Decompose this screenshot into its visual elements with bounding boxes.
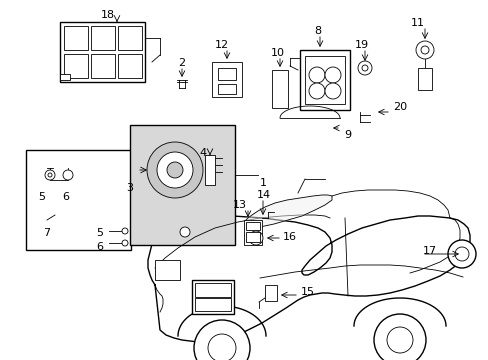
Text: 13: 13 bbox=[232, 200, 246, 210]
Bar bbox=[60, 74, 70, 80]
Circle shape bbox=[207, 334, 236, 360]
Polygon shape bbox=[148, 216, 469, 342]
Bar bbox=[264, 285, 276, 301]
Circle shape bbox=[325, 83, 340, 99]
Text: 2: 2 bbox=[178, 58, 185, 68]
Circle shape bbox=[48, 173, 52, 177]
Bar bbox=[244, 220, 262, 245]
Bar bbox=[271, 70, 287, 108]
Bar bbox=[91, 54, 115, 78]
Bar bbox=[118, 54, 142, 78]
Bar bbox=[64, 54, 88, 78]
Text: 17: 17 bbox=[422, 246, 436, 256]
Bar bbox=[245, 232, 260, 242]
Text: 16: 16 bbox=[283, 232, 296, 242]
Bar bbox=[192, 280, 234, 314]
Text: 5: 5 bbox=[39, 192, 45, 202]
Circle shape bbox=[325, 67, 340, 83]
Polygon shape bbox=[244, 195, 331, 227]
Bar bbox=[195, 283, 230, 297]
Circle shape bbox=[415, 41, 433, 59]
Circle shape bbox=[63, 170, 73, 180]
Text: 7: 7 bbox=[43, 228, 50, 238]
Text: 18: 18 bbox=[101, 10, 115, 20]
Bar bbox=[204, 155, 215, 185]
Bar bbox=[218, 68, 236, 80]
Bar bbox=[417, 68, 431, 90]
Bar bbox=[212, 62, 242, 97]
Circle shape bbox=[167, 162, 183, 178]
Text: 10: 10 bbox=[270, 48, 285, 58]
Bar bbox=[195, 298, 230, 311]
Circle shape bbox=[454, 247, 468, 261]
Circle shape bbox=[122, 240, 128, 246]
Text: 14: 14 bbox=[256, 190, 270, 200]
Circle shape bbox=[373, 314, 425, 360]
Circle shape bbox=[420, 46, 428, 54]
Circle shape bbox=[180, 227, 190, 237]
Text: 8: 8 bbox=[314, 26, 321, 36]
Bar bbox=[130, 125, 235, 245]
Bar bbox=[26, 150, 131, 250]
Bar bbox=[91, 26, 115, 50]
Text: 11: 11 bbox=[410, 18, 424, 28]
Text: 15: 15 bbox=[301, 287, 314, 297]
Bar bbox=[299, 50, 349, 110]
Circle shape bbox=[361, 65, 367, 71]
Circle shape bbox=[308, 83, 325, 99]
Bar bbox=[64, 26, 88, 50]
Circle shape bbox=[447, 240, 475, 268]
Text: 9: 9 bbox=[344, 130, 351, 140]
Text: 5: 5 bbox=[96, 228, 103, 238]
Circle shape bbox=[157, 152, 193, 188]
Bar bbox=[218, 84, 236, 94]
Bar bbox=[155, 260, 180, 280]
Circle shape bbox=[308, 67, 325, 83]
Circle shape bbox=[252, 235, 259, 241]
Circle shape bbox=[194, 320, 249, 360]
Bar bbox=[60, 22, 145, 82]
Bar bbox=[305, 56, 345, 104]
Circle shape bbox=[386, 327, 412, 353]
Bar bbox=[245, 222, 260, 230]
Text: 4: 4 bbox=[199, 148, 206, 158]
Circle shape bbox=[147, 142, 203, 198]
Circle shape bbox=[45, 170, 55, 180]
Text: 12: 12 bbox=[215, 40, 228, 50]
Text: 19: 19 bbox=[354, 40, 368, 50]
Text: 1: 1 bbox=[260, 178, 266, 188]
Circle shape bbox=[122, 228, 128, 234]
Circle shape bbox=[357, 61, 371, 75]
Text: 6: 6 bbox=[96, 242, 103, 252]
Text: 20: 20 bbox=[392, 102, 407, 112]
Text: 6: 6 bbox=[62, 192, 69, 202]
Bar bbox=[118, 26, 142, 50]
Text: 3: 3 bbox=[126, 183, 133, 193]
Circle shape bbox=[248, 231, 263, 245]
